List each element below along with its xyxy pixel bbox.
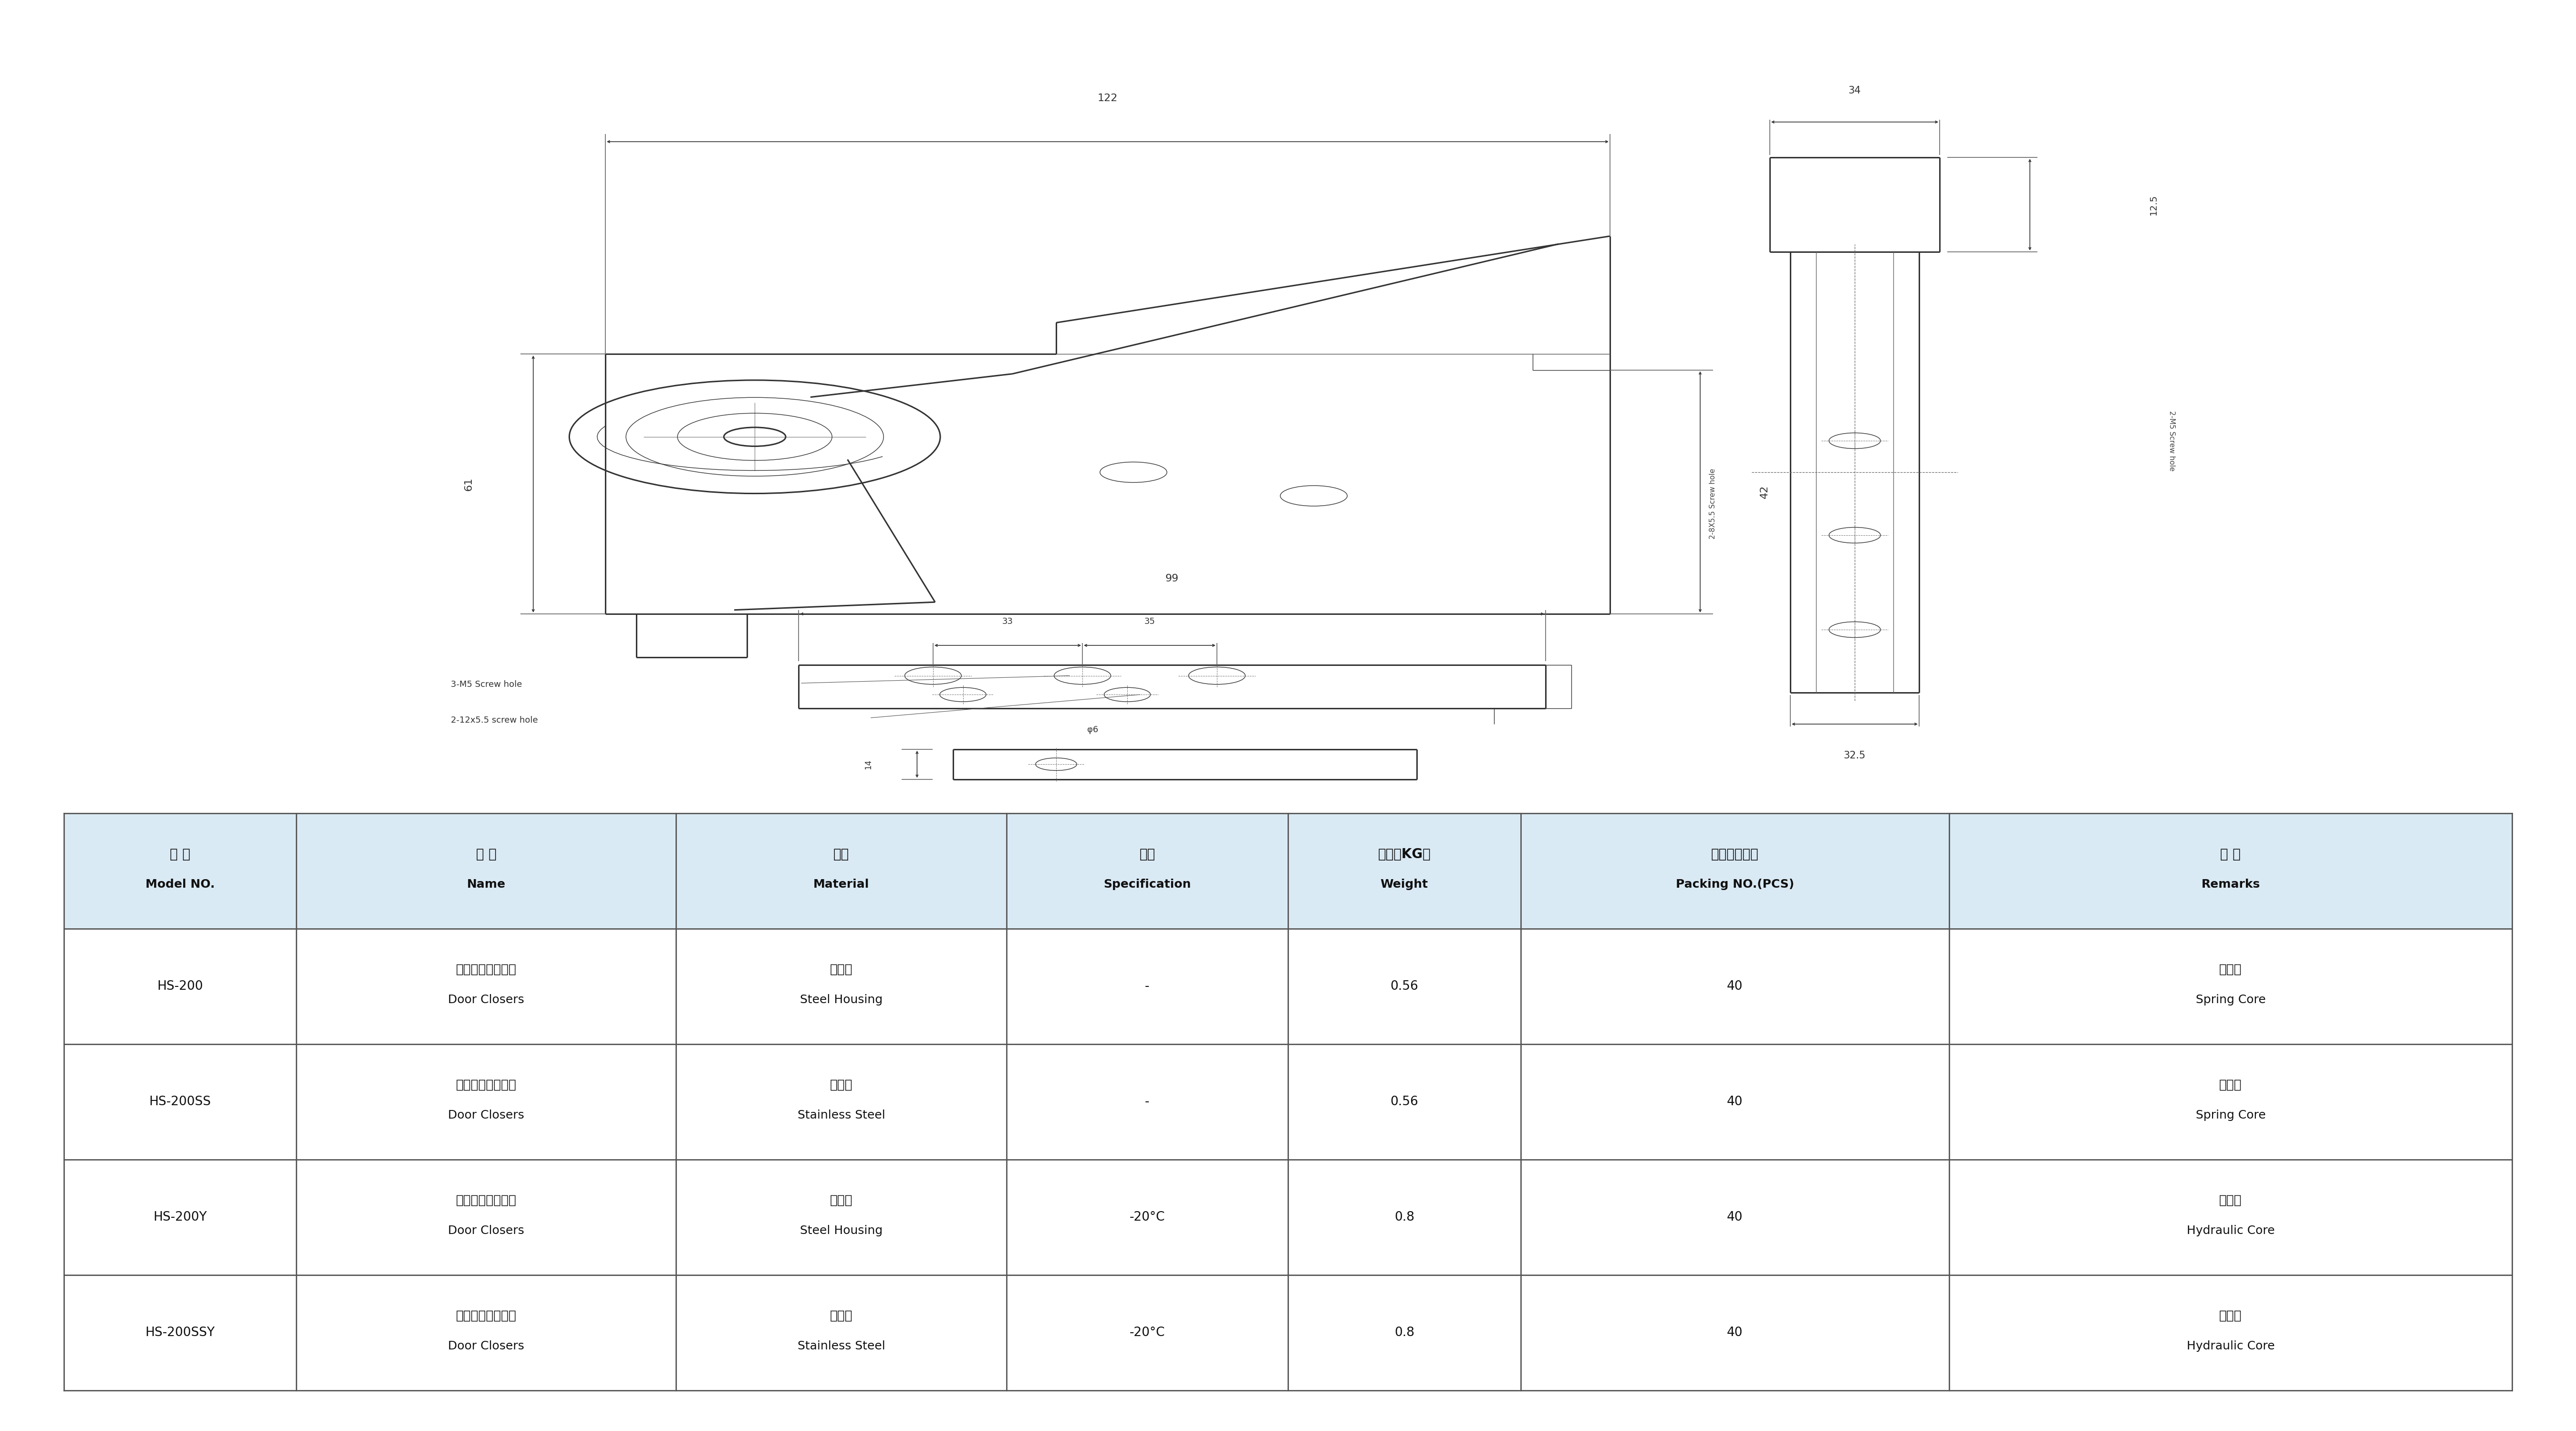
- Text: 材质: 材质: [832, 847, 850, 861]
- Bar: [64, 1045, 2512, 1159]
- Text: 0.56: 0.56: [1391, 1096, 1419, 1108]
- Text: Specification: Specification: [1103, 879, 1190, 890]
- Text: -: -: [1144, 1096, 1149, 1108]
- Bar: [64, 929, 2512, 1045]
- Text: 34: 34: [1850, 86, 1860, 96]
- Bar: [64, 813, 2512, 929]
- Bar: [64, 1159, 2512, 1275]
- Text: 冷冻库闭门回归器: 冷冻库闭门回归器: [456, 1195, 518, 1206]
- Text: 40: 40: [1726, 1327, 1744, 1339]
- Text: 编 号: 编 号: [170, 847, 191, 861]
- Text: 钢外壳: 钢外壳: [829, 963, 853, 976]
- Text: Door Closers: Door Closers: [448, 1109, 526, 1120]
- Text: Door Closers: Door Closers: [448, 995, 526, 1006]
- Text: -20°C: -20°C: [1128, 1327, 1164, 1339]
- Text: Spring Core: Spring Core: [2195, 1109, 2264, 1120]
- Text: 不锈钢: 不锈钢: [829, 1309, 853, 1322]
- Text: 12.5: 12.5: [2148, 195, 2159, 215]
- Text: Hydraulic Core: Hydraulic Core: [2187, 1225, 2275, 1236]
- Text: Stainless Steel: Stainless Steel: [799, 1109, 886, 1120]
- Text: 42: 42: [1759, 485, 1770, 498]
- Text: 99: 99: [1164, 574, 1180, 584]
- Text: 32.5: 32.5: [1844, 751, 1865, 760]
- Text: 122: 122: [1097, 93, 1118, 103]
- Text: Remarks: Remarks: [2200, 879, 2259, 890]
- Text: 40: 40: [1726, 980, 1744, 993]
- Text: HS-200Y: HS-200Y: [155, 1211, 206, 1224]
- Text: -: -: [1144, 980, 1149, 993]
- Text: 61: 61: [464, 478, 474, 491]
- Bar: [64, 1275, 2512, 1391]
- Text: 冷冻库闭门回归器: 冷冻库闭门回归器: [456, 1309, 518, 1322]
- Text: 特征: 特征: [1139, 847, 1154, 861]
- Text: Material: Material: [814, 879, 868, 890]
- Text: 0.8: 0.8: [1394, 1327, 1414, 1339]
- Text: Name: Name: [466, 879, 505, 890]
- Text: Model NO.: Model NO.: [144, 879, 214, 890]
- Text: 钢外壳: 钢外壳: [829, 1195, 853, 1206]
- Text: 液压芯: 液压芯: [2218, 1309, 2241, 1322]
- Text: 冷冻库闭门回归器: 冷冻库闭门回归器: [456, 963, 518, 976]
- Text: 液压芯: 液压芯: [2218, 1195, 2241, 1206]
- Text: 弹簧芯: 弹簧芯: [2218, 963, 2241, 976]
- Text: 2-12x5.5 screw hole: 2-12x5.5 screw hole: [451, 716, 538, 724]
- Text: Hydraulic Core: Hydraulic Core: [2187, 1341, 2275, 1352]
- Text: 0.8: 0.8: [1394, 1211, 1414, 1224]
- Text: 弹簧芯: 弹簧芯: [2218, 1079, 2241, 1092]
- Text: HS-200: HS-200: [157, 980, 204, 993]
- Text: Packing NO.(PCS): Packing NO.(PCS): [1674, 879, 1793, 890]
- Text: Stainless Steel: Stainless Steel: [799, 1341, 886, 1352]
- Text: 14: 14: [863, 760, 873, 770]
- Text: 3-M5 Screw hole: 3-M5 Screw hole: [451, 681, 523, 690]
- Text: 不锈钢: 不锈钢: [829, 1079, 853, 1092]
- Text: 2-8X5.5 Screw hole: 2-8X5.5 Screw hole: [1710, 468, 1716, 539]
- Text: 备 注: 备 注: [2221, 847, 2241, 861]
- Text: 40: 40: [1726, 1096, 1744, 1108]
- Text: 装箱数（只）: 装箱数（只）: [1710, 847, 1759, 861]
- Text: HS-200SS: HS-200SS: [149, 1096, 211, 1108]
- Text: Door Closers: Door Closers: [448, 1225, 526, 1236]
- Text: 2-M5 Screw hole: 2-M5 Screw hole: [2169, 411, 2174, 471]
- Text: Weight: Weight: [1381, 879, 1427, 890]
- Text: 0.56: 0.56: [1391, 980, 1419, 993]
- Text: 33: 33: [1002, 618, 1012, 627]
- Text: -20°C: -20°C: [1128, 1211, 1164, 1224]
- Text: 35: 35: [1144, 618, 1154, 627]
- Text: φ6: φ6: [1087, 726, 1097, 734]
- Text: 名 称: 名 称: [477, 847, 497, 861]
- Text: 40: 40: [1726, 1211, 1744, 1224]
- Text: 重量（KG）: 重量（KG）: [1378, 847, 1430, 861]
- Text: Spring Core: Spring Core: [2195, 995, 2264, 1006]
- Text: Door Closers: Door Closers: [448, 1341, 526, 1352]
- Text: 冷冻库闭门回归器: 冷冻库闭门回归器: [456, 1079, 518, 1092]
- Text: Steel Housing: Steel Housing: [801, 995, 884, 1006]
- Text: HS-200SSY: HS-200SSY: [144, 1327, 214, 1339]
- Text: Steel Housing: Steel Housing: [801, 1225, 884, 1236]
